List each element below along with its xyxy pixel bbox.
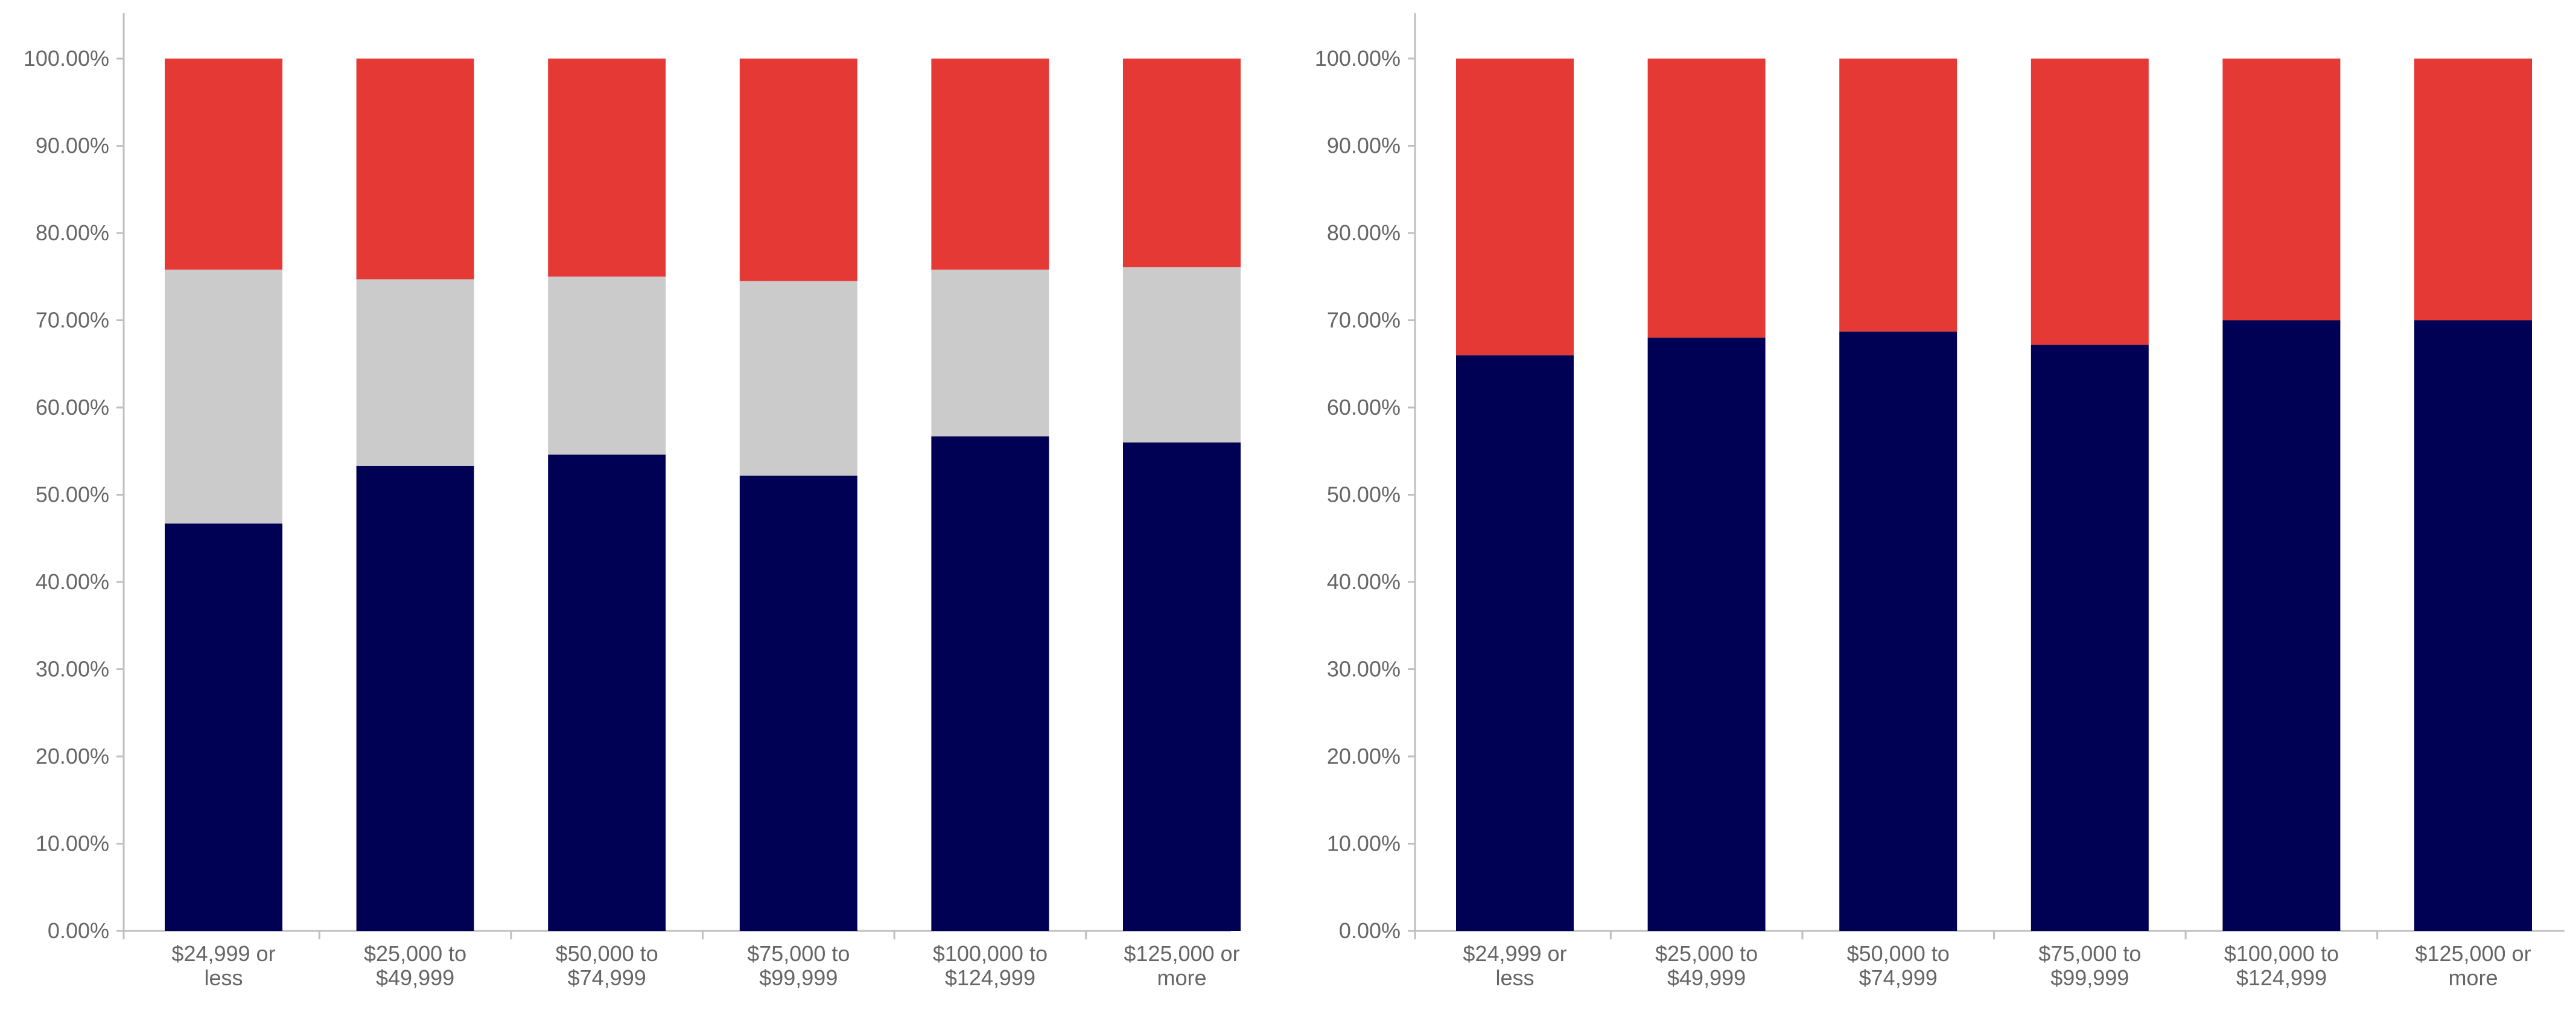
chart2-bar-navy-3 bbox=[1839, 331, 1957, 931]
chart2-x-category-label: $124,999 bbox=[2236, 965, 2327, 990]
chart1-bar-red-3 bbox=[548, 59, 666, 277]
chart1-x-category-label: $75,000 to bbox=[747, 941, 850, 966]
chart2-y-tick-label: 70.00% bbox=[1327, 308, 1401, 333]
chart1-bar-gray-5 bbox=[931, 269, 1049, 436]
chart1-bar-red-6 bbox=[1123, 59, 1241, 267]
chart1-x-category-label: $49,999 bbox=[376, 965, 454, 990]
chart1-y-tick-label: 100.00% bbox=[24, 46, 109, 71]
chart1-x-category-label: $99,999 bbox=[759, 965, 838, 990]
chart1-y-tick-label: 70.00% bbox=[36, 308, 109, 333]
chart2-y-tick-label: 50.00% bbox=[1327, 482, 1401, 507]
chart2-bar-red-5 bbox=[2222, 59, 2341, 321]
chart2-x-category-label: $50,000 to bbox=[1847, 941, 1950, 966]
chart1-y-tick-label: 20.00% bbox=[36, 744, 109, 769]
chart2-x-category-label: $49,999 bbox=[1667, 965, 1746, 990]
chart1-y-tick-label: 30.00% bbox=[36, 657, 109, 682]
chart2-bar-red-2 bbox=[1647, 59, 1766, 338]
chart2-bar-navy-2 bbox=[1647, 337, 1766, 931]
chart1-bar-red-4 bbox=[739, 59, 857, 281]
chart2-bar-red-3 bbox=[1839, 59, 1957, 332]
chart1-x-category-label: $50,000 to bbox=[556, 941, 658, 966]
chart1-bar-navy-3 bbox=[548, 455, 666, 931]
chart1-bar-red-1 bbox=[165, 59, 282, 270]
chart1-bar-gray-2 bbox=[356, 279, 474, 466]
chart2-x-category-label: $25,000 to bbox=[1655, 941, 1758, 966]
chart2-bar-navy-4 bbox=[2031, 344, 2149, 931]
chart2-x-category-label: $24,999 or bbox=[1463, 941, 1566, 966]
chart1-bar-red-5 bbox=[931, 59, 1049, 270]
chart2-y-tick-label: 30.00% bbox=[1327, 657, 1401, 682]
chart2-x-category-label: $100,000 to bbox=[2224, 941, 2339, 966]
chart2-y-tick-label: 80.00% bbox=[1327, 220, 1401, 245]
chart2-y-tick-label: 20.00% bbox=[1327, 744, 1401, 769]
chart2-y-tick-label: 10.00% bbox=[1327, 831, 1401, 856]
chart1-x-category-label: $74,999 bbox=[568, 965, 646, 990]
chart2-x-category-label: less bbox=[1495, 965, 1534, 990]
chart1-x-category-label: more bbox=[1157, 965, 1206, 990]
chart1-x-category-label: $100,000 to bbox=[933, 941, 1048, 966]
chart1-y-tick-label: 60.00% bbox=[36, 395, 109, 420]
right-stacked-bar-chart: 0.00% 10.00% 20.00% 30.00% 40.00% 50.00% 60.00… bbox=[1315, 13, 2565, 990]
chart1-bar-navy-1 bbox=[165, 523, 282, 931]
chart2-bar-red-6 bbox=[2414, 59, 2532, 321]
chart1-y-tick-label: 0.00% bbox=[48, 918, 109, 943]
left-stacked-bar-chart: 0.00% 10.00% 20.00% 30.00% 40.00% 50.00% 60.00… bbox=[24, 13, 1241, 990]
chart1-bar-navy-5 bbox=[931, 436, 1049, 931]
chart2-y-tick-label: 0.00% bbox=[1339, 918, 1401, 943]
chart2-x-category-label: $99,999 bbox=[2050, 965, 2129, 990]
chart2-y-tick-label: 60.00% bbox=[1327, 395, 1401, 420]
chart2-bar-navy-1 bbox=[1456, 355, 1574, 931]
chart2-y-tick-label: 90.00% bbox=[1327, 133, 1401, 158]
chart1-bar-gray-6 bbox=[1123, 267, 1241, 443]
chart1-bar-gray-3 bbox=[548, 276, 666, 455]
chart2-bar-red-4 bbox=[2031, 59, 2149, 345]
chart1-bar-gray-1 bbox=[165, 269, 282, 524]
chart1-x-category-label: $24,999 or bbox=[171, 941, 275, 966]
chart1-x-category-label: $125,000 or bbox=[1124, 941, 1239, 966]
chart1-y-tick-label: 80.00% bbox=[36, 220, 109, 245]
chart1-y-tick-label: 40.00% bbox=[36, 569, 109, 594]
chart2-x-category-label: $74,999 bbox=[1859, 965, 1938, 990]
chart1-bar-navy-2 bbox=[356, 465, 474, 931]
chart2-y-tick-label: 100.00% bbox=[1315, 46, 1401, 71]
chart2-x-category-label: $125,000 or bbox=[2415, 941, 2531, 966]
chart1-y-tick-label: 50.00% bbox=[36, 482, 109, 507]
chart1-y-tick-label: 10.00% bbox=[36, 831, 109, 856]
chart2-bar-red-1 bbox=[1456, 59, 1574, 356]
chart1-x-category-label: $124,999 bbox=[945, 965, 1035, 990]
chart1-bar-navy-6 bbox=[1123, 442, 1241, 931]
chart2-x-category-label: more bbox=[2448, 965, 2498, 990]
chart2-bar-navy-6 bbox=[2414, 320, 2532, 931]
chart2-y-tick-label: 40.00% bbox=[1327, 569, 1401, 594]
chart2-x-category-label: $75,000 to bbox=[2038, 941, 2141, 966]
chart1-bar-red-2 bbox=[356, 59, 474, 280]
chart1-y-tick-label: 90.00% bbox=[36, 133, 109, 158]
chart1-bar-navy-4 bbox=[739, 475, 857, 931]
chart1-x-category-label: less bbox=[204, 965, 243, 990]
chart1-bar-gray-4 bbox=[739, 281, 857, 476]
chart1-x-category-label: $25,000 to bbox=[364, 941, 466, 966]
chart2-bar-navy-5 bbox=[2222, 320, 2341, 931]
